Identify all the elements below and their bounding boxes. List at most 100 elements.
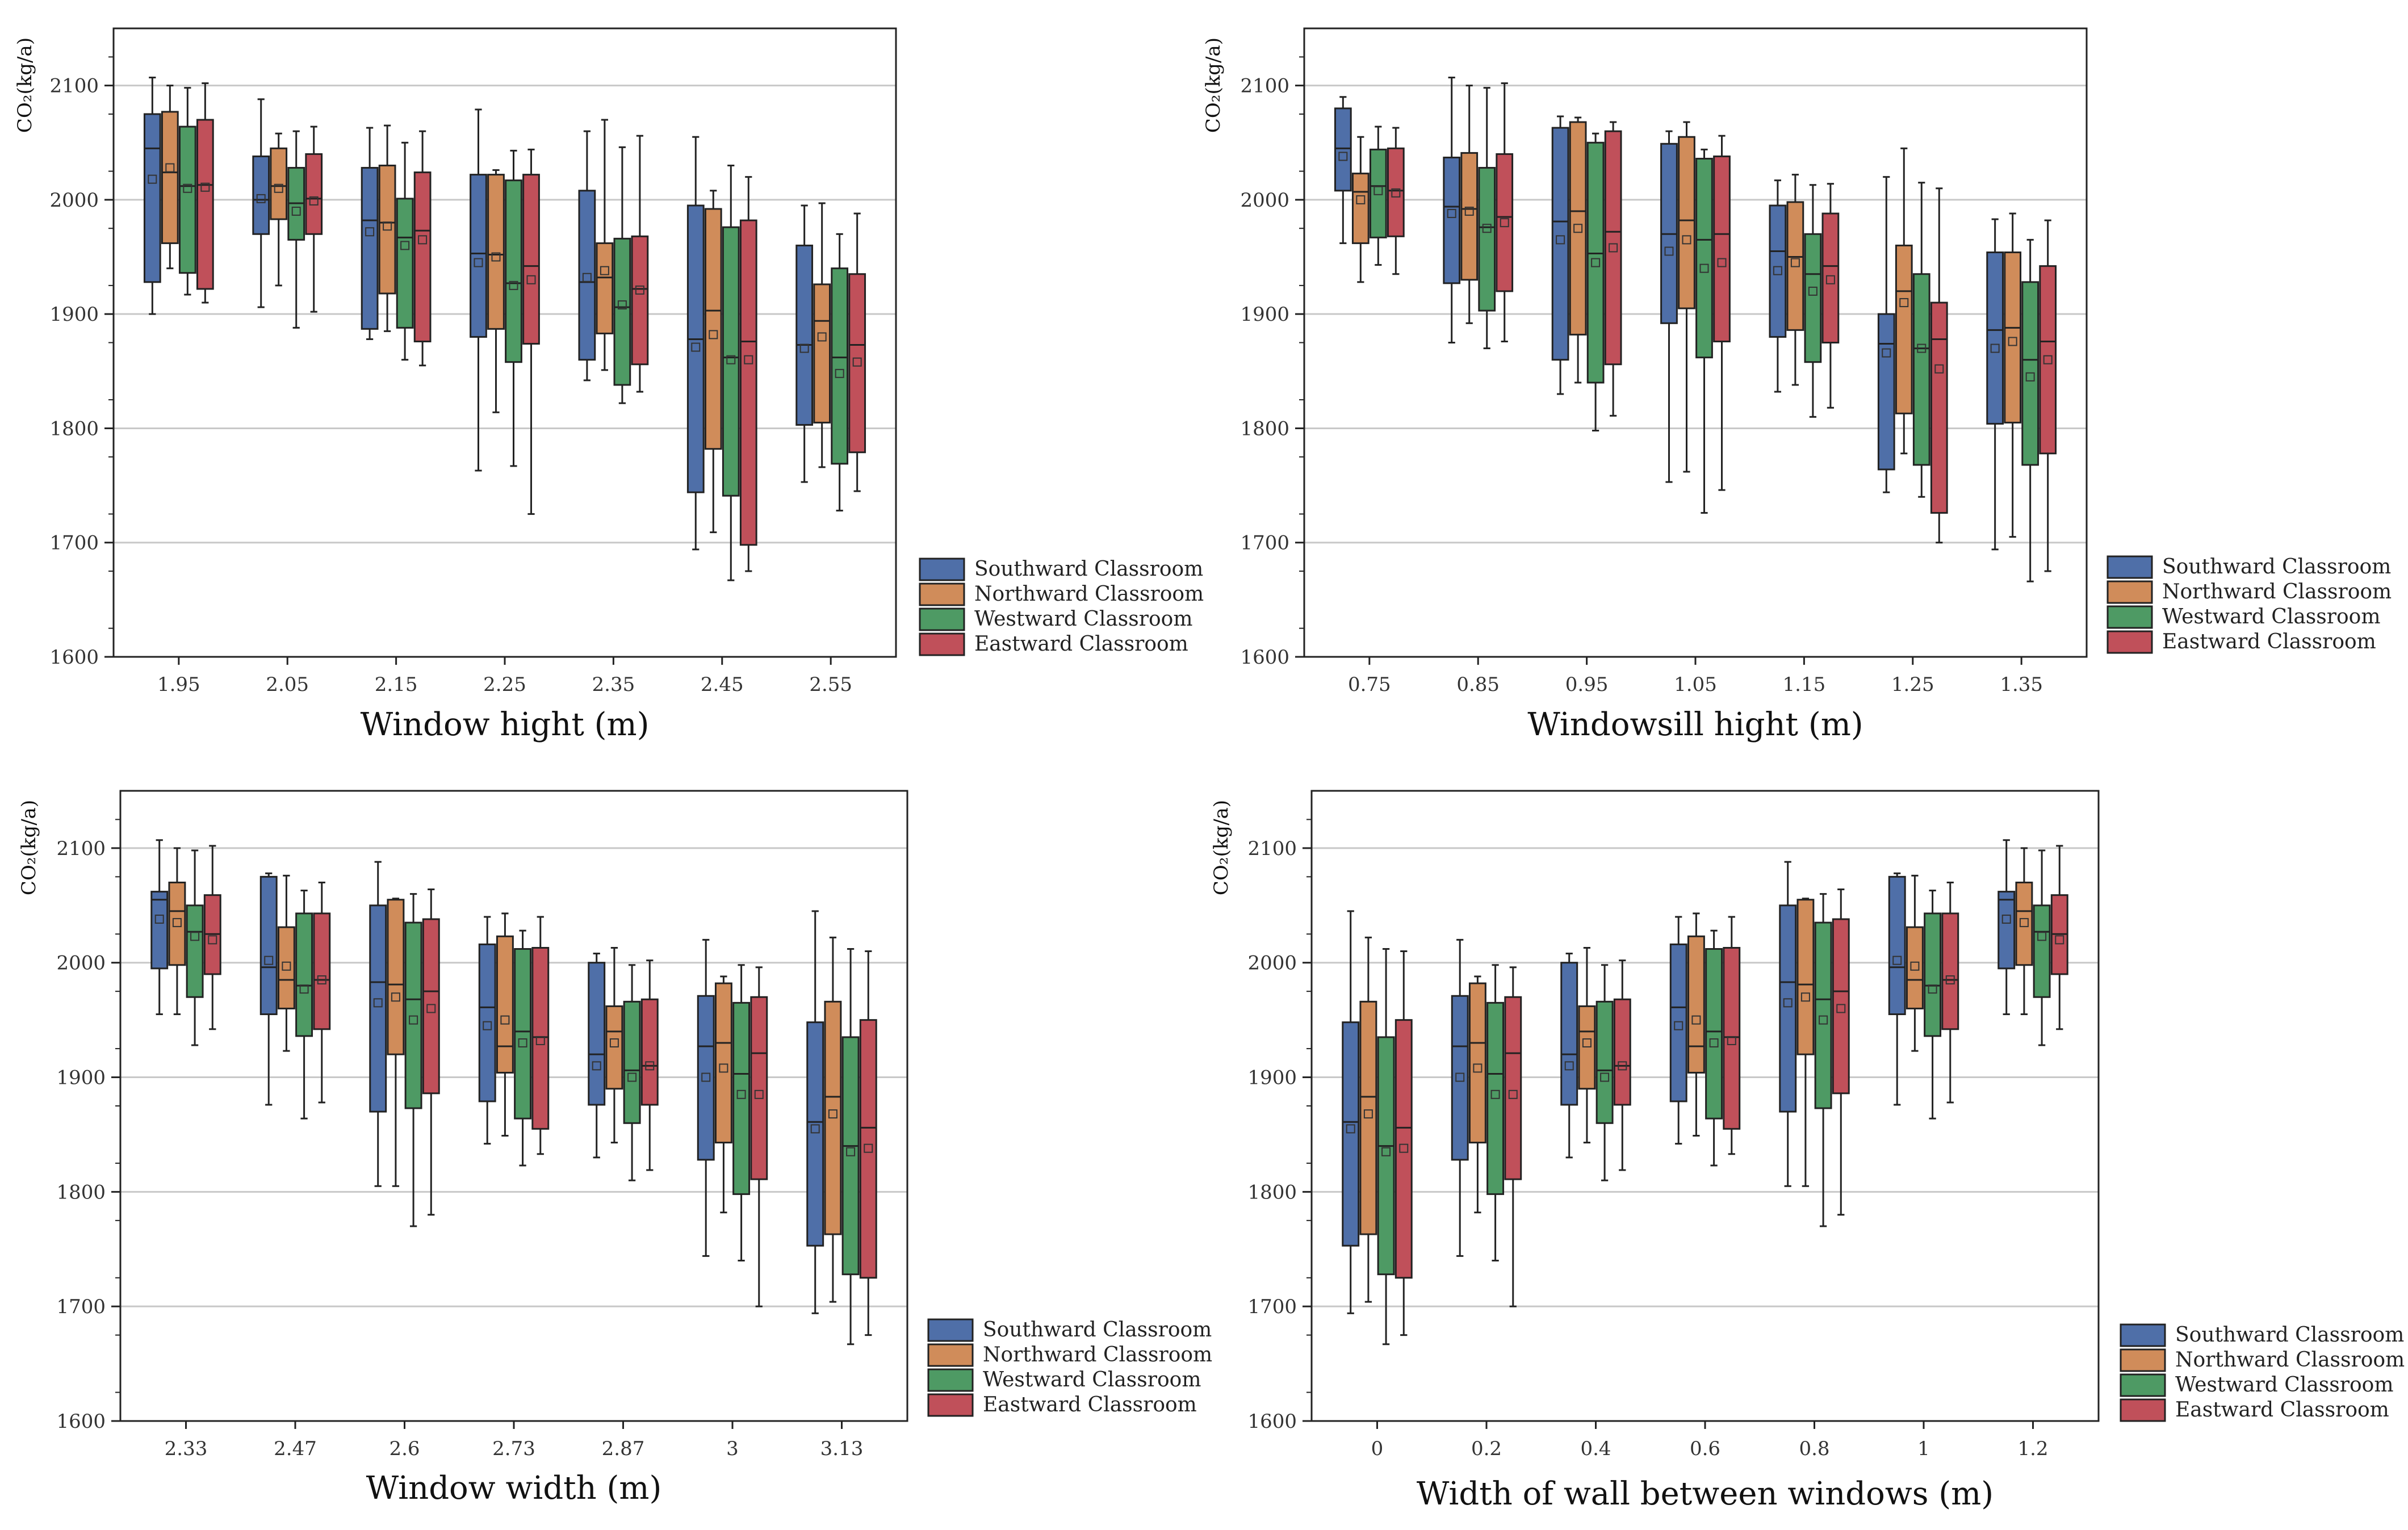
box-southward-classroom-2.25 — [470, 108, 487, 472]
box-iqr — [714, 982, 732, 1144]
box-northward-classroom-2.45 — [704, 190, 722, 534]
legend-swatch — [927, 1368, 974, 1392]
box-iqr — [413, 171, 432, 342]
y-tick-label: 1700 — [56, 1296, 106, 1318]
box-eastward-classroom-0.6 — [1723, 916, 1741, 1155]
mean-marker — [317, 975, 326, 984]
mean-marker — [719, 1063, 728, 1073]
box-iqr — [1713, 155, 1731, 342]
box-westward-classroom-0 — [1377, 948, 1395, 1345]
box-iqr — [704, 208, 722, 450]
x-tick-label: 1.2 — [2017, 1437, 2048, 1460]
legend-label: Southward Classroom — [2162, 555, 2391, 579]
mean-marker — [509, 280, 518, 290]
box-iqr — [588, 962, 606, 1106]
mean-marker — [1674, 1021, 1683, 1030]
mean-marker — [1338, 152, 1348, 161]
y-tick-label: 1900 — [49, 303, 99, 326]
legend-label: Westward Classroom — [983, 1368, 1201, 1391]
legend-swatch — [2120, 1373, 2166, 1397]
box-westward-classroom-2.73 — [514, 929, 532, 1167]
plot-frame — [119, 790, 908, 1422]
box-southward-classroom-0.6 — [1669, 916, 1687, 1145]
x-tick-label: 2.15 — [375, 673, 418, 696]
mean-marker — [282, 961, 291, 971]
mean-marker — [1490, 1089, 1500, 1099]
box-eastward-classroom-3 — [750, 966, 768, 1307]
box-northward-classroom-0.85 — [1460, 85, 1479, 324]
y-axis-label: CO₂(kg/a) — [18, 800, 40, 895]
box-southward-classroom-1.2 — [1997, 839, 2016, 1016]
box-eastward-classroom-2.25 — [522, 148, 540, 515]
box-iqr — [1941, 912, 1959, 1030]
mean-marker — [1717, 258, 1727, 267]
mean-marker — [526, 275, 536, 284]
box-iqr — [1895, 244, 1913, 414]
legend-swatch — [927, 1318, 974, 1342]
y-axis-label: CO₂(kg/a) — [14, 37, 36, 133]
mean-marker — [1447, 209, 1456, 219]
box-northward-classroom-1.95 — [161, 85, 179, 270]
box-southward-classroom-0.4 — [1560, 953, 1578, 1159]
mean-marker — [291, 207, 301, 216]
mean-marker — [1373, 186, 1383, 195]
legend-label: Northward Classroom — [983, 1343, 1212, 1366]
mean-marker — [864, 1143, 873, 1153]
box-eastward-classroom-0.85 — [1496, 82, 1514, 342]
mean-marker — [1664, 246, 1674, 256]
box-westward-classroom-2.05 — [287, 130, 305, 329]
box-northward-classroom-0 — [1359, 936, 1377, 1303]
box-iqr — [1669, 943, 1687, 1103]
box-iqr — [531, 946, 550, 1130]
box-eastward-classroom-2.47 — [313, 881, 331, 1104]
box-iqr — [859, 1019, 877, 1279]
mean-marker — [165, 163, 175, 173]
plot-frame — [1303, 27, 2088, 658]
x-tick-label: 2.45 — [701, 673, 744, 696]
mean-marker — [148, 174, 157, 184]
y-tick-label: 2000 — [56, 952, 106, 975]
mean-marker — [1399, 1143, 1409, 1153]
mean-marker — [635, 285, 644, 295]
box-northward-classroom-2.15 — [378, 124, 396, 332]
mean-marker — [1917, 343, 1927, 353]
mean-marker — [600, 266, 609, 275]
mean-marker — [1609, 243, 1618, 253]
box-northward-classroom-1.2 — [2015, 847, 2033, 1016]
box-iqr — [1877, 313, 1895, 471]
x-tick-label: 3.13 — [820, 1437, 864, 1460]
mean-marker — [172, 918, 182, 928]
box-iqr — [369, 904, 387, 1113]
x-tick-label: 1.95 — [157, 673, 200, 696]
y-tick-label: 2100 — [49, 75, 99, 98]
box-westward-classroom-2.87 — [623, 964, 641, 1181]
box-iqr — [1451, 995, 1469, 1161]
mean-marker — [1473, 1063, 1483, 1073]
chart-panel-2: 1600 1700 1800 1900 2000 2100 0.75 0.85 0.95 1.05… — [1202, 27, 2392, 743]
box-southward-classroom-0.8 — [1779, 861, 1797, 1187]
legend-label: Westward Classroom — [2162, 605, 2380, 628]
box-southward-classroom-3 — [697, 938, 715, 1257]
box-westward-classroom-2.25 — [505, 149, 522, 467]
mean-marker — [1934, 364, 1944, 374]
y-tick-label: 1900 — [56, 1067, 106, 1089]
mean-marker — [754, 1089, 764, 1099]
plot-frame — [1310, 790, 2100, 1422]
legend-swatch — [919, 607, 965, 631]
mean-marker — [309, 196, 319, 206]
box-iqr — [1342, 1021, 1360, 1247]
box-iqr — [795, 244, 814, 426]
box-iqr — [1924, 912, 1942, 1037]
box-iqr — [514, 948, 532, 1120]
box-iqr — [1695, 157, 1713, 359]
box-iqr — [2033, 904, 2051, 998]
x-tick-label: 3 — [726, 1437, 739, 1460]
box-westward-classroom-2.45 — [722, 165, 740, 581]
box-northward-classroom-2.55 — [813, 202, 831, 468]
box-iqr — [750, 996, 768, 1180]
box-northward-classroom-1 — [1906, 874, 1924, 1052]
box-iqr — [578, 190, 596, 361]
box-iqr — [150, 891, 169, 970]
box-northward-classroom-0.8 — [1796, 898, 1815, 1187]
legend-swatch — [2120, 1323, 2166, 1347]
